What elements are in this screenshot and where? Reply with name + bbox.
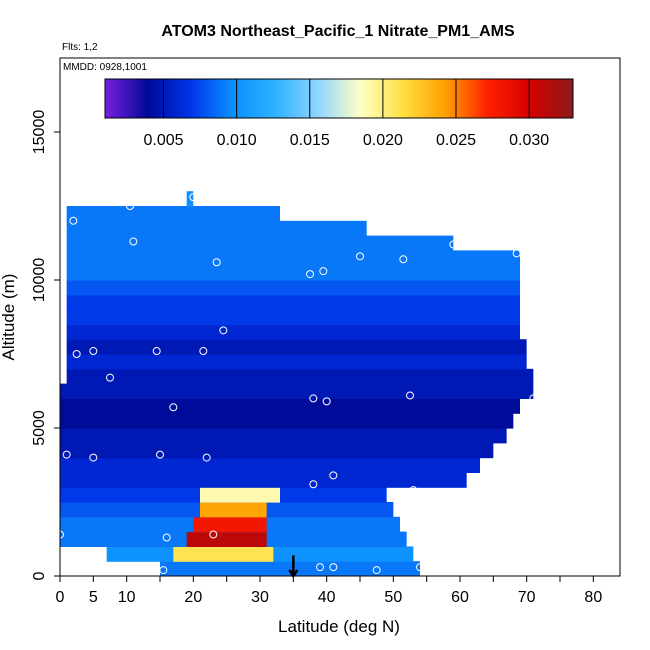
flight-point: [89, 453, 98, 462]
flights-annotation: Flts: 1,2: [62, 42, 98, 53]
flight-point: [406, 391, 414, 400]
flight-point: [129, 237, 138, 246]
x-tick-label: 50: [384, 589, 402, 606]
colorbar-tick-label: 0.025: [436, 132, 476, 149]
heatmap-cell: [66, 280, 521, 296]
y-tick-label: 0: [31, 571, 48, 580]
flight-point: [372, 566, 381, 575]
heatmap-cell: [60, 413, 514, 429]
flight-point: [69, 216, 78, 225]
flight-point: [162, 533, 171, 542]
flight-point: [399, 255, 408, 264]
flight-point: [169, 403, 178, 412]
flight-point: [309, 394, 318, 403]
flight-point: [72, 350, 81, 358]
heatmap-cell: [60, 428, 507, 444]
flight-point: [329, 563, 338, 572]
dates-annotation: MMDD: 0928,1001: [63, 62, 147, 73]
heatmap-cell: [66, 368, 534, 385]
heatmap-cell: [66, 294, 521, 311]
heatmap-cell: [66, 339, 527, 355]
flight-point: [409, 486, 418, 495]
flight-point: [309, 480, 318, 489]
y-tick-label: 10000: [31, 258, 48, 303]
flight-point: [106, 373, 114, 382]
heatmap-cell: [160, 561, 420, 576]
flight-point: [212, 258, 221, 267]
heatmap-cell: [66, 206, 281, 222]
y-axis-label: Altitude (m): [0, 274, 18, 361]
flight-point: [209, 530, 218, 539]
flight-point: [529, 394, 538, 403]
flight-point: [322, 397, 331, 406]
flight-point: [319, 267, 328, 276]
x-axis: 0 5 10 20 30 40 50 60 70 80: [56, 576, 602, 606]
heatmap-hotspot-cell: [200, 487, 280, 503]
flight-point: [416, 563, 424, 572]
colorbar-fill: [105, 79, 573, 118]
colorbar-tick-label: 0.015: [290, 132, 330, 149]
heatmap-cell: [60, 457, 480, 473]
flight-point: [356, 252, 364, 261]
colorbar-tick-label: 0.030: [509, 132, 549, 149]
flight-point: [126, 202, 134, 210]
heatmap-hotspot-cell: [200, 502, 267, 518]
flight-point: [60, 530, 64, 539]
colorbar: 0.005 0.010 0.015 0.020 0.025 0.030: [104, 78, 574, 149]
x-tick-label: 70: [518, 589, 536, 606]
flight-point: [512, 249, 521, 258]
flight-points-layer: [60, 193, 538, 575]
heatmap-cell: [60, 398, 520, 414]
heatmap-cell: [66, 324, 521, 340]
flight-point: [89, 347, 98, 356]
heatmap-cell: [60, 472, 467, 488]
flight-point: [449, 240, 458, 249]
heatmap-cell: [66, 235, 454, 251]
flight-point: [329, 471, 338, 480]
heatmap-layer: [60, 191, 534, 576]
y-axis: 0 5000 10000 15000: [31, 110, 60, 580]
flight-point: [202, 453, 211, 462]
x-tick-label: 30: [251, 589, 269, 606]
x-axis-label: Latitude (deg N): [278, 617, 400, 636]
y-tick-label: 15000: [31, 110, 48, 155]
x-tick-label: 60: [451, 589, 469, 606]
chart-title: ATOM3 Northeast_Pacific_1 Nitrate_PM1_AM…: [161, 23, 515, 40]
colorbar-tick-label: 0.005: [143, 132, 183, 149]
heatmap-cell: [66, 354, 527, 370]
y-tick-label: 5000: [31, 410, 48, 446]
plot-frame: [59, 57, 621, 577]
x-tick-label: 20: [184, 589, 202, 606]
flight-point: [152, 347, 161, 356]
flight-point: [306, 270, 314, 279]
colorbar-frame: [104, 78, 574, 119]
x-tick-label: 0: [56, 589, 65, 606]
heatmap-cell: [66, 250, 521, 266]
x-tick-label: 80: [584, 589, 602, 606]
flight-point: [159, 566, 168, 575]
heatmap-hotspot-cell: [193, 516, 267, 533]
x-tick-label: 5: [89, 589, 98, 606]
heatmap-hotspot-cell: [173, 546, 274, 562]
x-tick-label: 40: [318, 589, 336, 606]
heatmap-cell: [66, 265, 521, 281]
x-tick-label: 10: [118, 589, 136, 606]
flight-point: [316, 563, 324, 572]
heatmap-hotspot-cell: [186, 531, 267, 547]
colorbar-tick-label: 0.010: [217, 132, 257, 149]
flight-point: [189, 193, 198, 202]
heatmap-cell: [60, 383, 534, 399]
heatmap-cell: [66, 220, 367, 237]
heatmap-cell: [60, 442, 494, 459]
colorbar-tick-label: 0.020: [363, 132, 403, 149]
flight-point: [156, 450, 164, 459]
flight-point: [199, 347, 208, 356]
flight-point: [62, 450, 71, 459]
heatmap-cell: [66, 309, 521, 325]
flight-point: [219, 326, 228, 335]
